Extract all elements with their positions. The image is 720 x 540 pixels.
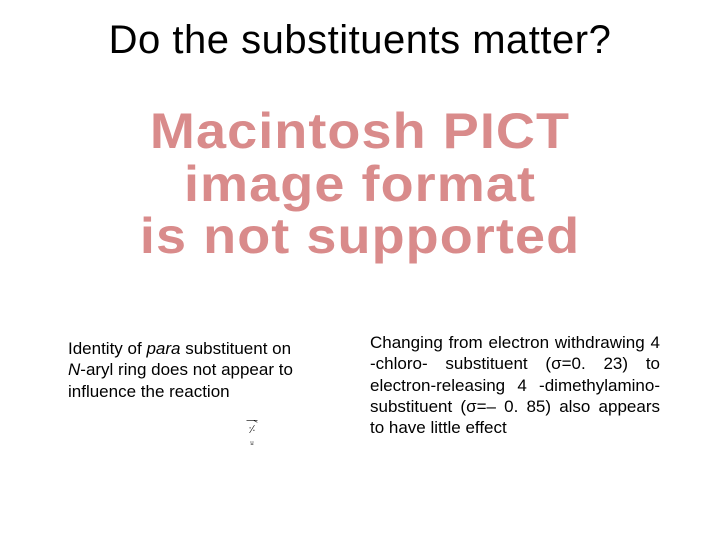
left-n-italic: N (68, 360, 80, 379)
glyph-3: ⸚ (242, 438, 262, 452)
left-caption: Identity of para substituent on N-aryl r… (68, 338, 298, 402)
right-caption: Changing from electron withdrawing 4 -ch… (370, 332, 660, 438)
glyph-2: ⸓ (242, 424, 262, 438)
slide-title: Do the substituents matter? (0, 18, 720, 63)
pict-unsupported-banner: Macintosh PICT image format is not suppo… (47, 105, 673, 263)
left-mid: substituent on (180, 339, 291, 358)
left-pre: Identity of (68, 339, 146, 358)
sigma-1: σ (551, 354, 562, 373)
sigma-2: σ (466, 397, 477, 416)
slide: Do the substituents matter? Macintosh PI… (0, 0, 720, 540)
pict-line-3: is not supported (47, 210, 673, 263)
pict-line-1: Macintosh PICT (47, 105, 673, 158)
pict-line-2: image format (47, 158, 673, 211)
glyph-1: ⸑ (242, 410, 262, 424)
stray-glyphs: ⸑ ⸓ ⸚ (242, 410, 262, 451)
left-post: -aryl ring does not appear to influence … (68, 360, 293, 400)
left-para-italic: para (146, 339, 180, 358)
